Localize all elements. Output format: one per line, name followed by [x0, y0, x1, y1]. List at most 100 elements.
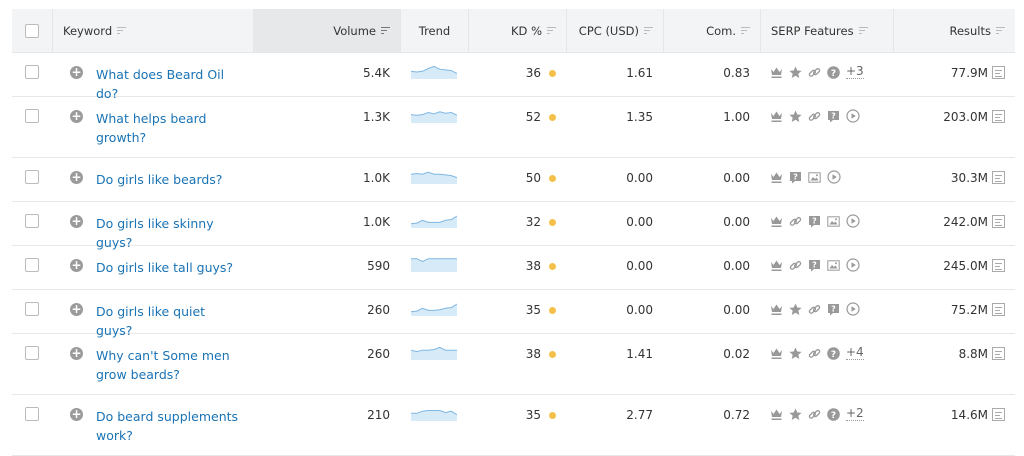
kd-cell: 36	[468, 53, 566, 96]
svg-text:?: ?	[831, 69, 836, 79]
serp-features-cell: ?	[760, 246, 893, 289]
kd: 38	[525, 259, 541, 273]
crown-icon	[770, 303, 783, 316]
header-com[interactable]: Com.	[663, 9, 760, 52]
serp-snapshot-icon[interactable]	[992, 408, 1005, 421]
keyword-l1: Do girls like quiet guys?	[96, 304, 206, 338]
play-icon	[846, 109, 860, 123]
row-checkbox[interactable]	[25, 214, 39, 228]
svg-text:?: ?	[831, 411, 836, 421]
add-keyword-icon[interactable]: +	[70, 214, 83, 228]
row-checkbox[interactable]	[25, 258, 39, 272]
serp-snapshot-icon[interactable]	[992, 215, 1005, 228]
trend-cell	[400, 246, 468, 289]
header-keyword[interactable]: Keyword	[52, 9, 253, 52]
header-serp[interactable]: SERP Features	[760, 9, 893, 52]
row-checkbox[interactable]	[25, 407, 39, 421]
serp-snapshot-icon[interactable]	[992, 259, 1005, 272]
add-keyword-icon[interactable]: +	[70, 407, 83, 421]
row-checkbox[interactable]	[25, 65, 39, 79]
keyword-link[interactable]: What helps beard growth?	[96, 109, 206, 147]
cpc: 1.35	[626, 110, 653, 124]
serp-snapshot-icon[interactable]	[992, 66, 1005, 79]
more-serp-features-link[interactable]: +2	[846, 406, 864, 421]
svg-text:?: ?	[831, 304, 836, 313]
kd: 35	[525, 408, 541, 422]
results-cell: 245.0M	[893, 246, 1015, 289]
serp-snapshot-icon[interactable]	[992, 347, 1005, 360]
add-keyword-icon[interactable]: +	[70, 302, 83, 316]
results-cell: 77.9M	[893, 53, 1015, 96]
keyword-link[interactable]: Do beard supplements work?	[96, 407, 238, 445]
add-keyword-icon[interactable]: +	[70, 258, 83, 272]
keyword-link[interactable]: Do girls like tall guys?	[96, 258, 233, 277]
table-row: + Do girls like skinny guys? 1.0K 32 0.0…	[12, 202, 1015, 250]
volume-cell: 260	[253, 334, 400, 394]
results: 242.0M	[943, 215, 988, 229]
row-checkbox[interactable]	[25, 170, 39, 184]
header-cpc[interactable]: CPC (USD)	[566, 9, 663, 52]
row-select-cell	[12, 290, 52, 333]
row-checkbox[interactable]	[25, 302, 39, 316]
keyword-link[interactable]: Do girls like skinny guys?	[96, 214, 243, 252]
com: 0.00	[723, 303, 750, 317]
trend-sparkline	[411, 346, 457, 360]
more-serp-features-link[interactable]: +4	[846, 345, 864, 360]
cpc-cell: 0.00	[566, 202, 663, 245]
table-row: + Do girls like beards? 1.0K 50 0.00 0.0…	[12, 158, 1015, 202]
keyword-l2: work?	[96, 428, 133, 443]
link-icon	[808, 66, 821, 79]
cpc-cell: 0.00	[566, 290, 663, 333]
results: 8.8M	[958, 347, 988, 361]
results-cell: 75.2M	[893, 290, 1015, 333]
play-icon	[846, 214, 860, 228]
keyword-l1: Do girls like beards?	[96, 172, 223, 187]
add-keyword-icon[interactable]: +	[70, 65, 83, 79]
crown-icon	[770, 259, 783, 272]
serp-features-cell: ? +3	[760, 53, 893, 96]
keyword-table: Keyword Volume Trend KD % CPC (USD) Com.…	[12, 9, 1015, 456]
keyword-cell: + Do girls like beards?	[52, 158, 253, 201]
volume: 1.0K	[363, 215, 390, 229]
keyword-link[interactable]: Why can't Some men grow beards?	[96, 346, 230, 384]
table-row: + Do beard supplements work? 210 35 2.77 …	[12, 395, 1015, 456]
difficulty-dot-icon	[549, 351, 556, 358]
serp-features-cell: ?	[760, 290, 893, 333]
serp-snapshot-icon[interactable]	[992, 171, 1005, 184]
serp-snapshot-icon[interactable]	[992, 303, 1005, 316]
volume-cell: 5.4K	[253, 53, 400, 96]
keyword-l1: Do girls like tall guys?	[96, 260, 234, 275]
com: 0.72	[723, 408, 750, 422]
serp-features-cell: ?	[760, 202, 893, 245]
play-icon	[846, 302, 860, 316]
keyword-l2: growth?	[96, 130, 147, 145]
add-keyword-icon[interactable]: +	[70, 109, 83, 123]
add-keyword-icon[interactable]: +	[70, 346, 83, 360]
row-checkbox[interactable]	[25, 346, 39, 360]
table-row: + What helps beard growth? 1.3K 52 1.35 1…	[12, 97, 1015, 158]
results: 245.0M	[943, 259, 988, 273]
image-icon	[827, 259, 840, 272]
row-checkbox[interactable]	[25, 109, 39, 123]
select-all-checkbox[interactable]	[25, 23, 39, 38]
serp-features-cell: ? +2	[760, 395, 893, 455]
row-select-cell	[12, 246, 52, 289]
add-keyword-icon[interactable]: +	[70, 170, 83, 184]
keyword-link[interactable]: What does Beard Oil do?	[96, 65, 243, 103]
sort-icon	[644, 26, 653, 35]
crown-icon	[770, 66, 783, 79]
row-select-cell	[12, 97, 52, 157]
results-cell: 242.0M	[893, 202, 1015, 245]
volume: 590	[367, 259, 390, 273]
more-serp-features-link[interactable]: +3	[846, 64, 864, 79]
header-results[interactable]: Results	[893, 9, 1015, 52]
keyword-link[interactable]: Do girls like quiet guys?	[96, 302, 243, 340]
serp-snapshot-icon[interactable]	[992, 110, 1005, 123]
competition-cell: 0.72	[663, 395, 760, 455]
table-row: + Why can't Some men grow beards? 260 38 …	[12, 334, 1015, 395]
cpc-cell: 0.00	[566, 158, 663, 201]
header-volume[interactable]: Volume	[253, 9, 400, 52]
com: 0.83	[723, 66, 750, 80]
header-kd[interactable]: KD %	[468, 9, 566, 52]
keyword-link[interactable]: Do girls like beards?	[96, 170, 222, 189]
